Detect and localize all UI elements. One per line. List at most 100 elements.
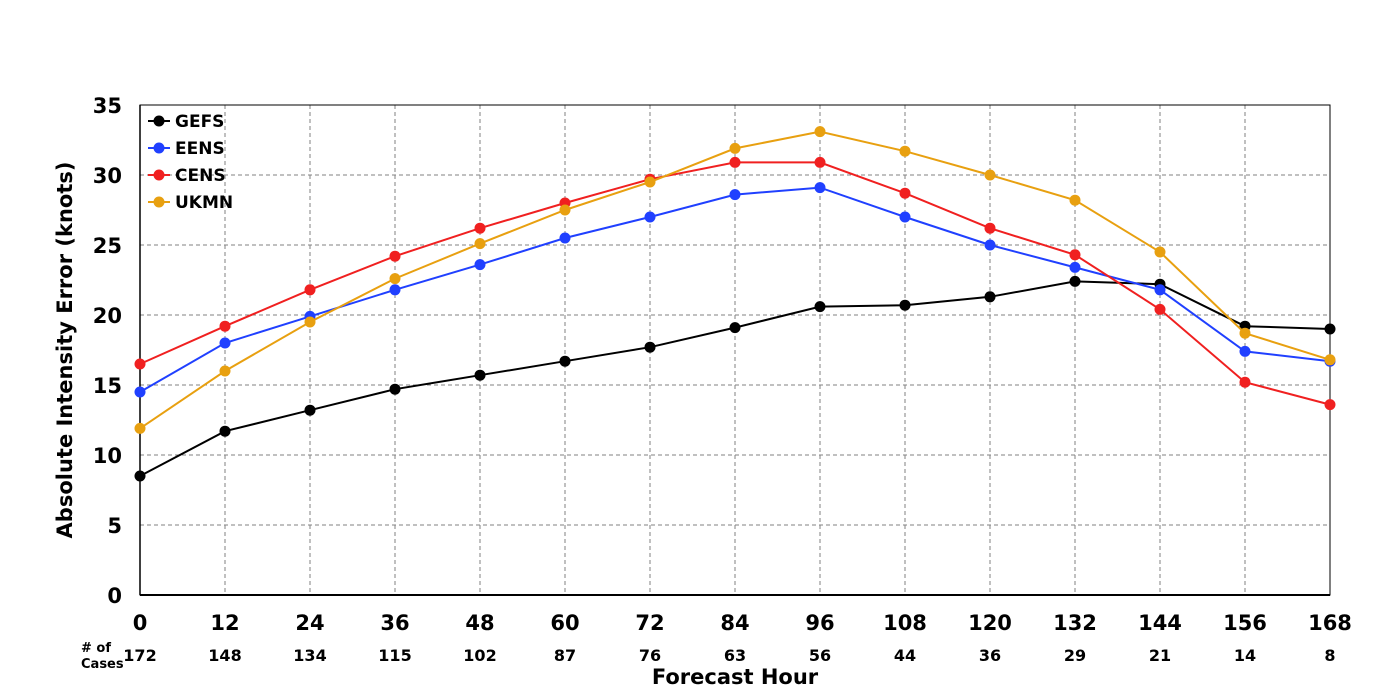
legend: GEFS EENS CENS UKMN: [148, 112, 233, 213]
x-tick-label: 96: [805, 611, 834, 635]
legend-label: CENS: [175, 166, 226, 186]
data-point: [134, 422, 146, 434]
case-count: 87: [554, 646, 576, 665]
x-tick-label: 84: [720, 611, 749, 635]
x-tick-label: 132: [1053, 611, 1097, 635]
data-point: [729, 189, 741, 201]
x-axis-label: Forecast Hour: [652, 665, 819, 689]
series-ukmn: [134, 126, 1336, 434]
x-tick-label: 108: [883, 611, 927, 635]
case-count: 76: [639, 646, 661, 665]
x-tick-label: 168: [1308, 611, 1352, 635]
case-count: 134: [293, 646, 326, 665]
case-count: 29: [1064, 646, 1086, 665]
legend-item-ukmn: UKMN: [148, 193, 233, 213]
data-point: [559, 355, 571, 367]
series-lines: [134, 126, 1336, 482]
data-point: [134, 386, 146, 398]
x-tick-label: 0: [133, 611, 148, 635]
data-point: [1069, 194, 1081, 206]
series-cens: [134, 156, 1336, 411]
case-count: 172: [123, 646, 156, 665]
data-point: [1154, 246, 1166, 258]
x-tick-label: 60: [550, 611, 579, 635]
legend-marker: [153, 115, 165, 127]
cases-label-line1: # of: [81, 641, 111, 656]
y-tick-label: 0: [107, 584, 122, 608]
data-point: [729, 142, 741, 154]
case-count: 63: [724, 646, 746, 665]
data-point: [644, 211, 656, 223]
data-point: [814, 182, 826, 194]
case-count: 148: [208, 646, 241, 665]
data-point: [644, 341, 656, 353]
data-point: [474, 222, 486, 234]
data-point: [1239, 327, 1251, 339]
case-count: 21: [1149, 646, 1171, 665]
legend-marker: [153, 196, 165, 208]
data-point: [134, 358, 146, 370]
data-point: [559, 204, 571, 216]
data-point: [1069, 249, 1081, 261]
y-tick-label: 20: [93, 304, 122, 328]
data-point: [219, 365, 231, 377]
data-point: [389, 273, 401, 285]
data-point: [1069, 275, 1081, 287]
data-point: [1324, 354, 1336, 366]
data-point: [134, 470, 146, 482]
data-point: [474, 259, 486, 271]
x-tick-label: 24: [295, 611, 324, 635]
legend-item-eens: EENS: [148, 139, 225, 159]
data-point: [984, 222, 996, 234]
data-point: [899, 145, 911, 157]
data-point: [304, 404, 316, 416]
data-point: [304, 316, 316, 328]
y-tick-label: 35: [93, 94, 122, 118]
case-count: 14: [1234, 646, 1256, 665]
data-point: [729, 156, 741, 168]
case-count: 44: [894, 646, 916, 665]
case-count: 36: [979, 646, 1001, 665]
data-point: [644, 176, 656, 188]
data-point: [1154, 303, 1166, 315]
y-tick-label: 15: [93, 374, 122, 398]
case-count: 102: [463, 646, 496, 665]
legend-label: EENS: [175, 139, 225, 159]
data-point: [304, 284, 316, 296]
x-tick-label: 120: [968, 611, 1012, 635]
data-point: [899, 299, 911, 311]
data-point: [814, 156, 826, 168]
data-point: [1154, 284, 1166, 296]
data-point: [474, 369, 486, 381]
data-point: [984, 239, 996, 251]
data-point: [984, 169, 996, 181]
data-point: [984, 291, 996, 303]
x-tick-label: 144: [1138, 611, 1182, 635]
x-tick-label: 12: [210, 611, 239, 635]
x-tick-label: 36: [380, 611, 409, 635]
data-point: [1239, 345, 1251, 357]
data-point: [899, 211, 911, 223]
data-point: [474, 238, 486, 250]
data-point: [219, 425, 231, 437]
data-point: [389, 284, 401, 296]
y-tick-label: 10: [93, 444, 122, 468]
x-tick-label: 72: [635, 611, 664, 635]
case-count: 8: [1324, 646, 1335, 665]
data-point: [814, 301, 826, 313]
cases-label-line2: Cases: [81, 657, 124, 672]
data-point: [1324, 399, 1336, 411]
data-point: [1324, 323, 1336, 335]
data-point: [559, 232, 571, 244]
y-axis-label: Absolute Intensity Error (knots): [53, 162, 77, 539]
data-point: [899, 187, 911, 199]
y-tick-labels: 0 5 10 15 20 25 30 35: [93, 94, 122, 608]
y-tick-label: 5: [107, 514, 122, 538]
data-point: [219, 337, 231, 349]
case-count-labels: 172 148 134 115 102 87 76 63 56 44 36 29 21 14 8: [123, 646, 1335, 665]
data-point: [219, 320, 231, 332]
legend-label: GEFS: [175, 112, 224, 132]
y-tick-label: 25: [93, 234, 122, 258]
grid-lines: [140, 104, 1331, 595]
